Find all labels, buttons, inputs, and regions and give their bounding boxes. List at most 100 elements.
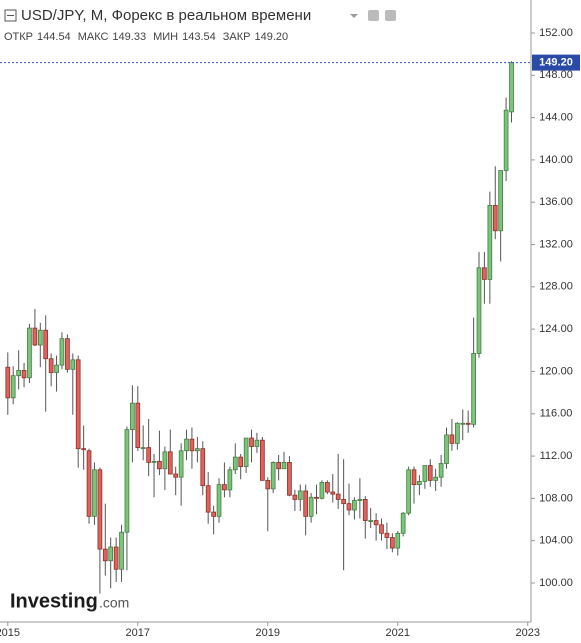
- logo-name: Investing: [10, 590, 98, 612]
- candle-body-up: [319, 482, 325, 499]
- candle-body-up: [352, 500, 357, 511]
- stat-label: МИН: [153, 31, 178, 43]
- plot: [5, 61, 514, 594]
- y-tick-label: 136.00: [539, 196, 573, 208]
- last-price-box: [532, 54, 580, 71]
- stat-value: 149.33: [112, 31, 146, 43]
- candle-body-up: [151, 460, 157, 463]
- candle-body-up: [460, 422, 466, 425]
- candle-body-up: [297, 490, 303, 500]
- candle-body-up: [368, 520, 374, 522]
- candle-body-up: [59, 338, 65, 366]
- candle-body-down: [97, 469, 103, 550]
- y-tick-label: 144.00: [539, 112, 573, 124]
- y-tick-label: 140.00: [539, 154, 573, 166]
- candle-body-down: [200, 448, 206, 487]
- candle-body-down: [205, 485, 211, 513]
- candle-body-up: [37, 329, 43, 346]
- candle-body-up: [195, 448, 200, 452]
- candle-body-up: [130, 402, 135, 431]
- candle-body-up: [433, 476, 438, 481]
- stat-label: ОТКР: [4, 31, 33, 43]
- candle-body-down: [265, 479, 271, 490]
- candle-body-up: [243, 437, 249, 468]
- candle-body-up: [308, 496, 314, 517]
- candle-body-up: [444, 434, 449, 464]
- candle-body-up: [70, 359, 76, 370]
- y-tick-label: 148.00: [539, 69, 573, 81]
- candle-body-down: [211, 511, 216, 517]
- ohlc-stats: ОТКР 144.54 МАКС 149.33 МИН 143.54 ЗАКР 149.20: [4, 31, 288, 43]
- candle-body-up: [124, 429, 130, 533]
- candle-body-up: [438, 463, 444, 478]
- y-tick-label: 152.00: [539, 27, 573, 39]
- candle-body-up: [509, 62, 514, 113]
- candle-body-down: [238, 456, 244, 468]
- candle-body-down: [287, 462, 292, 496]
- settings-icon[interactable]: [368, 10, 379, 21]
- candle-body-down: [102, 548, 108, 562]
- candle-body-up: [162, 451, 168, 470]
- candle-body-down: [411, 469, 417, 486]
- candle-body-down: [341, 499, 346, 505]
- candle-body-down: [427, 465, 433, 481]
- candle-body-down: [48, 358, 54, 373]
- candle-body-down: [303, 490, 309, 517]
- candle-body-down: [113, 546, 119, 570]
- candle-body-down: [384, 532, 390, 538]
- x-tick-label: 2017: [126, 627, 150, 639]
- candle-body-down: [222, 484, 227, 491]
- y-tick-label: 128.00: [539, 281, 573, 293]
- candle-body-down: [157, 460, 162, 470]
- candle-body-down: [292, 494, 298, 500]
- candle-body-up: [422, 465, 428, 482]
- y-tick-label: 124.00: [539, 323, 573, 335]
- candle-body-down: [167, 451, 173, 475]
- x-tick-label: 2021: [386, 627, 410, 639]
- candle-body-down: [86, 450, 92, 517]
- candle-body-up: [270, 462, 276, 490]
- chart-title: USD/JPY, M, Форекс в реальном времени: [21, 7, 311, 24]
- candle-body-down: [325, 482, 330, 493]
- candle-body-up: [455, 422, 460, 444]
- candle-body-up: [395, 532, 401, 549]
- candle-body-up: [54, 364, 59, 373]
- candle-body-down: [260, 439, 265, 481]
- x-tick-label: 2019: [256, 627, 280, 639]
- candle-body-up: [406, 469, 411, 514]
- candle-body-down: [335, 493, 341, 500]
- y-tick-label: 116.00: [540, 408, 573, 420]
- stat-label: ЗАКР: [223, 31, 251, 43]
- candle-body-down: [346, 503, 352, 511]
- candle-body-up: [487, 204, 493, 280]
- y-tick-label: 120.00: [539, 365, 573, 377]
- candle-body-up: [357, 499, 363, 501]
- candle-body-down: [362, 499, 368, 521]
- candle-body-down: [75, 359, 81, 450]
- stat-value: 143.54: [182, 31, 216, 43]
- candle-body-up: [16, 369, 21, 377]
- candle-body-down: [379, 524, 384, 534]
- y-tick-label: 104.00: [539, 535, 573, 547]
- close-icon[interactable]: [385, 10, 396, 21]
- candle-body-up: [140, 447, 146, 449]
- candle-body-up: [92, 469, 97, 517]
- candle-body-down: [146, 447, 151, 463]
- candle-body-up: [108, 546, 114, 562]
- x-tick-label: 2023: [516, 627, 540, 639]
- logo-suffix: .com: [99, 595, 129, 611]
- candle-body-down: [482, 267, 487, 280]
- candle-body-up: [281, 462, 287, 470]
- dropdown-icon[interactable]: [350, 14, 358, 18]
- candle-body-up: [503, 109, 509, 171]
- candle-body-up: [216, 484, 222, 517]
- candle-body-down: [5, 366, 11, 399]
- candle-body-down: [173, 473, 179, 478]
- candle-body-up: [498, 170, 503, 232]
- x-tick-label: 2015: [0, 627, 20, 639]
- candle-body-up: [178, 450, 184, 478]
- last-price-label: 149.20: [539, 57, 573, 69]
- candle-body-down: [249, 437, 254, 447]
